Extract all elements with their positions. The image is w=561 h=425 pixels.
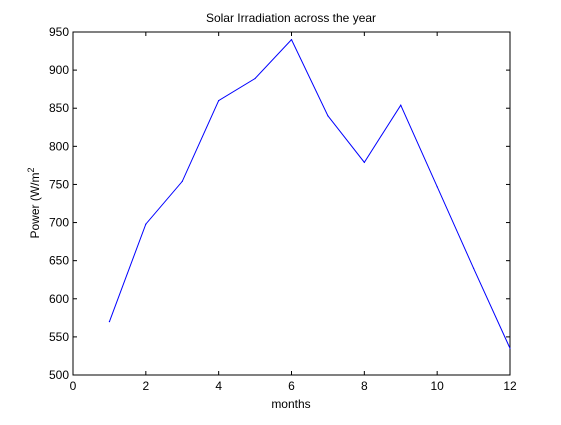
y-tick-label: 800 — [49, 139, 69, 153]
x-tick-label: 10 — [430, 379, 444, 393]
y-tick-label: 900 — [49, 63, 69, 77]
x-tick-label: 0 — [70, 379, 77, 393]
x-tick-label: 8 — [361, 379, 368, 393]
y-tick-label: 950 — [49, 25, 69, 39]
data-point — [145, 223, 147, 225]
data-point — [108, 321, 111, 323]
ticks: 0 2 4 6 8 10 12 500 550 600 650 700 750 800 850 900 950 — [49, 25, 517, 393]
data-point — [290, 39, 293, 41]
data-point — [472, 267, 475, 269]
data-point — [181, 180, 183, 182]
data-point — [400, 104, 402, 106]
plot-area — [72, 31, 511, 376]
x-tick-label: 4 — [215, 379, 222, 393]
x-tick-label: 6 — [288, 379, 295, 393]
y-tick-label: 600 — [49, 292, 69, 306]
series-line — [108, 38, 511, 349]
x-axis-label: months — [271, 397, 310, 411]
data-point — [436, 186, 438, 188]
y-axis-label-superscript: 2 — [26, 167, 36, 172]
data-point — [327, 115, 329, 117]
x-tick-label: 2 — [142, 379, 149, 393]
y-tick-label: 550 — [49, 330, 69, 344]
y-tick-label: 700 — [49, 216, 69, 230]
data-point — [254, 77, 256, 80]
y-tick-label: 750 — [49, 177, 69, 191]
data-point — [509, 347, 511, 349]
y-tick-label: 850 — [49, 101, 69, 115]
y-axis-label: Power (W/m2 — [26, 167, 42, 238]
y-tick-label: 650 — [49, 254, 69, 268]
series — [108, 38, 511, 349]
chart-title: Solar Irradiation across the year — [206, 11, 376, 25]
data-point — [218, 100, 220, 102]
x-tick-label: 12 — [503, 379, 517, 393]
y-tick-label: 500 — [49, 368, 69, 382]
y-axis-label-text: Power (W/m — [28, 173, 42, 239]
data-point — [363, 161, 365, 163]
